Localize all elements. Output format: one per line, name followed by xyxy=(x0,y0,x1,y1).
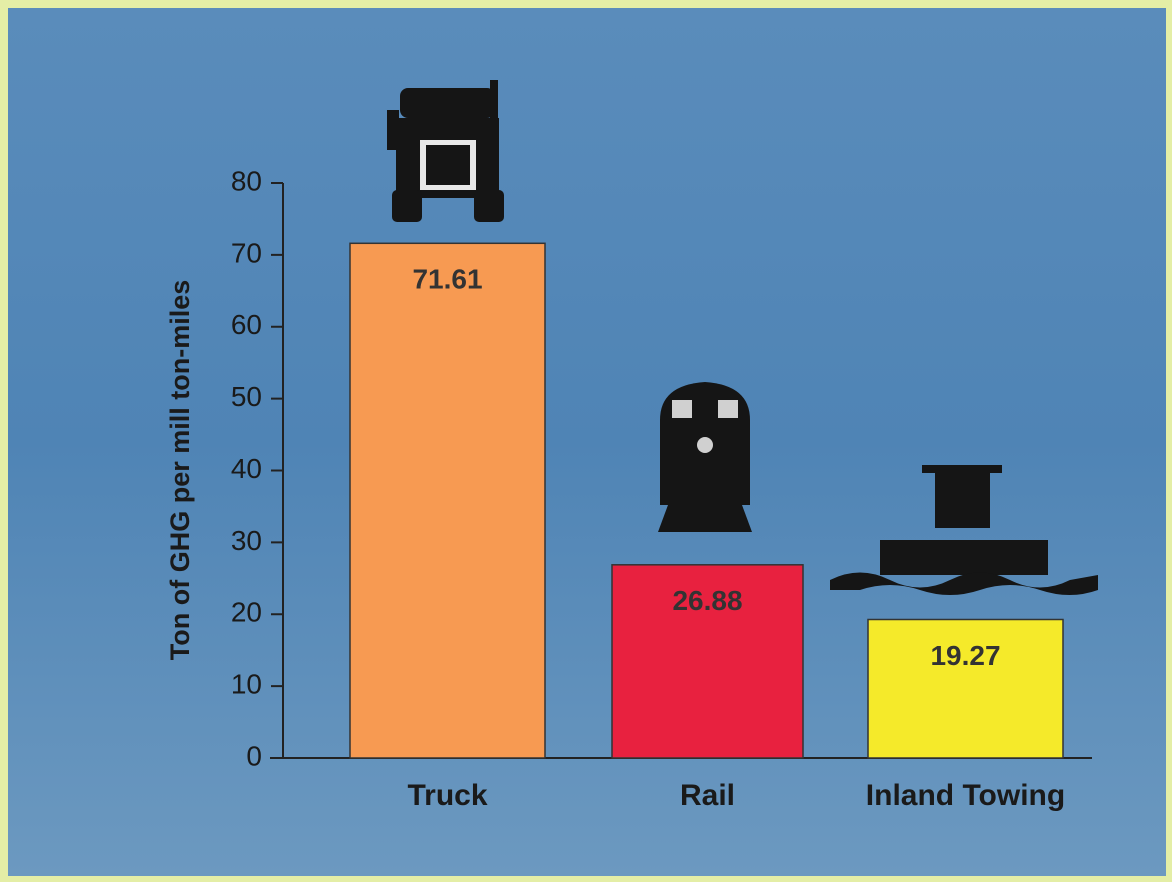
y-tick-label: 80 xyxy=(231,165,262,196)
y-tick-label: 50 xyxy=(231,381,262,412)
y-tick-label: 60 xyxy=(231,309,262,340)
y-tick-label: 10 xyxy=(231,669,262,700)
value-label: 26.88 xyxy=(672,585,742,616)
chart: Ton of GHG per mill ton-miles 0 10 20 30 40 5… xyxy=(0,0,1172,882)
y-tick-label: 30 xyxy=(231,525,262,556)
value-label: 71.61 xyxy=(412,264,482,295)
x-tick-label: Truck xyxy=(407,779,487,812)
y-axis-label: Ton of GHG per mill ton-miles xyxy=(165,280,195,661)
train-icon xyxy=(658,382,752,532)
bar xyxy=(350,243,545,758)
y-tick-label: 0 xyxy=(246,740,262,771)
value-label: 19.27 xyxy=(930,640,1000,671)
y-tick-label: 40 xyxy=(231,453,262,484)
y-tick-label: 70 xyxy=(231,237,262,268)
y-tick-label: 20 xyxy=(231,597,262,628)
x-tick-label: Inland Towing xyxy=(866,779,1065,812)
page: Ton of GHG per mill ton-miles 0 10 20 30 40 5… xyxy=(0,0,1172,882)
x-tick-label: Rail xyxy=(680,779,735,812)
